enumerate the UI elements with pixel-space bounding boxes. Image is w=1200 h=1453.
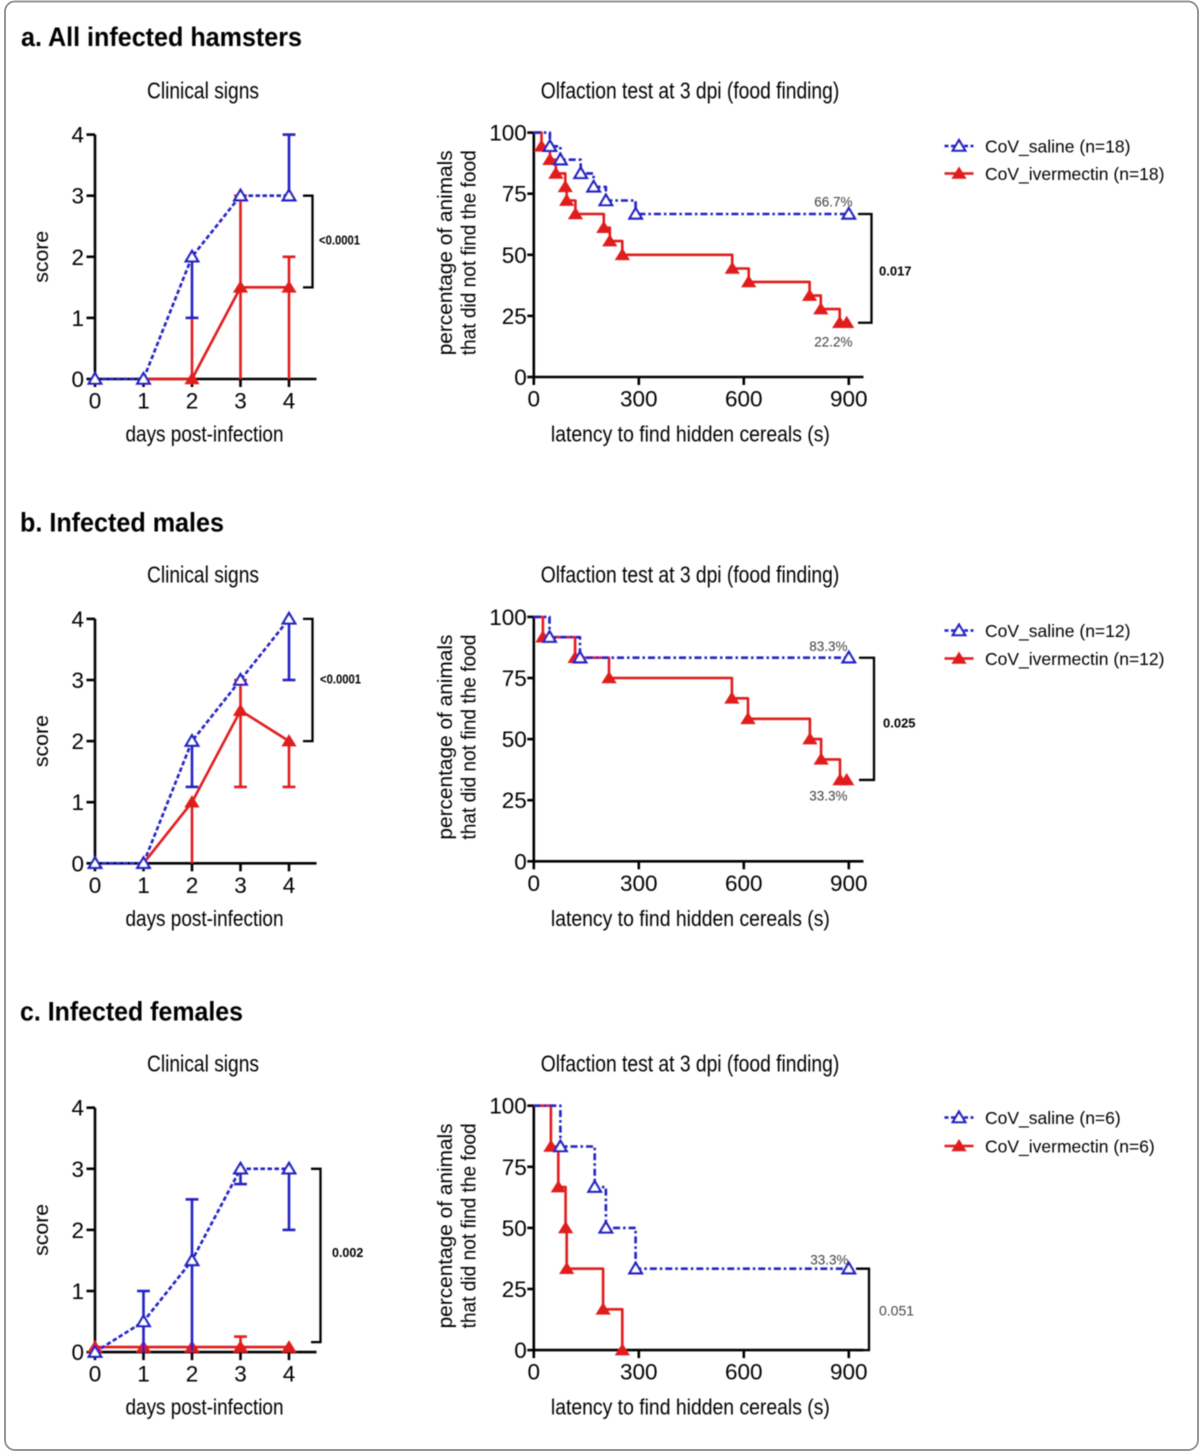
svg-text:that did not find the food: that did not find the food [459,635,481,840]
svg-text:Olfaction test at 3 dpi (food: Olfaction test at 3 dpi (food finding) [541,562,840,588]
svg-text:25: 25 [502,788,527,813]
svg-text:4: 4 [71,1096,84,1121]
svg-text:2: 2 [71,1218,84,1243]
svg-text:1: 1 [71,1279,84,1304]
svg-text:percentage of animals: percentage of animals [435,635,457,840]
svg-text:4: 4 [71,123,84,148]
svg-text:3: 3 [234,873,247,898]
svg-text:600: 600 [725,1360,763,1385]
svg-text:b. Infected males: b. Infected males [20,508,224,538]
svg-text:3: 3 [71,184,84,209]
svg-text:1: 1 [71,306,84,331]
svg-text:2: 2 [71,729,84,754]
svg-text:0: 0 [71,851,84,876]
svg-text:4: 4 [283,389,296,414]
svg-text:100: 100 [489,605,527,630]
svg-text:50: 50 [502,243,527,268]
svg-text:CoV_ivermectin (n=18): CoV_ivermectin (n=18) [985,164,1164,185]
svg-text:latency to find hidden cereals: latency to find hidden cereals (s) [551,422,830,447]
svg-text:0: 0 [89,1362,102,1387]
svg-text:c. Infected females: c. Infected females [20,997,243,1027]
svg-text:score: score [31,1204,53,1256]
svg-text:4: 4 [283,873,296,898]
svg-text:Olfaction test at 3 dpi (food: Olfaction test at 3 dpi (food finding) [541,77,840,103]
svg-text:50: 50 [502,727,527,752]
svg-text:CoV_saline (n=6): CoV_saline (n=6) [985,1108,1121,1129]
svg-text:66.7%: 66.7% [814,195,852,210]
svg-text:2: 2 [186,1362,199,1387]
svg-text:CoV_saline (n=18): CoV_saline (n=18) [985,137,1130,158]
svg-text:1: 1 [137,389,150,414]
svg-text:2: 2 [186,873,199,898]
svg-text:4: 4 [71,607,84,632]
svg-text:score: score [31,715,53,767]
svg-text:0: 0 [528,387,541,412]
svg-text:0.002: 0.002 [332,1246,363,1260]
svg-text:0: 0 [89,389,102,414]
svg-text:900: 900 [830,871,868,896]
svg-text:CoV_ivermectin (n=12): CoV_ivermectin (n=12) [985,649,1164,670]
svg-text:days post-infection: days post-infection [126,1395,284,1420]
svg-text:CoV_ivermectin (n=6): CoV_ivermectin (n=6) [985,1137,1155,1158]
svg-text:<0.0001: <0.0001 [319,234,360,248]
svg-text:600: 600 [725,387,763,412]
svg-text:0: 0 [528,1360,541,1385]
svg-text:days post-infection: days post-infection [126,906,284,931]
svg-text:75: 75 [502,182,527,207]
svg-text:25: 25 [502,304,527,329]
svg-text:0: 0 [514,365,527,390]
svg-text:300: 300 [620,871,658,896]
svg-text:percentage of animals: percentage of animals [435,150,457,355]
svg-text:3: 3 [234,389,247,414]
svg-text:score: score [31,231,53,283]
svg-text:0.025: 0.025 [883,716,916,731]
svg-text:Olfaction test at 3 dpi (food: Olfaction test at 3 dpi (food finding) [541,1050,840,1076]
svg-text:100: 100 [489,1094,527,1119]
svg-text:33.3%: 33.3% [809,789,847,804]
svg-text:1: 1 [137,1362,150,1387]
svg-text:Clinical signs: Clinical signs [147,1050,259,1076]
svg-text:75: 75 [502,1155,527,1180]
svg-text:25: 25 [502,1277,527,1302]
svg-text:83.3%: 83.3% [809,639,847,654]
svg-text:2: 2 [186,389,199,414]
svg-text:300: 300 [620,387,658,412]
svg-text:33.3%: 33.3% [810,1253,848,1268]
svg-text:0: 0 [71,367,84,392]
svg-text:2: 2 [71,245,84,270]
svg-text:latency to find hidden cereals: latency to find hidden cereals (s) [551,906,830,931]
svg-text:300: 300 [620,1360,658,1385]
svg-text:0: 0 [514,1338,527,1363]
svg-text:that did not find the food: that did not find the food [459,1123,481,1328]
svg-text:<0.0001: <0.0001 [320,673,361,687]
svg-text:900: 900 [830,1360,868,1385]
svg-text:900: 900 [830,387,868,412]
svg-text:600: 600 [725,871,763,896]
svg-text:3: 3 [234,1362,247,1387]
svg-text:4: 4 [283,1362,296,1387]
svg-text:1: 1 [137,873,150,898]
svg-text:22.2%: 22.2% [814,335,852,350]
svg-text:a. All infected hamsters: a. All infected hamsters [21,22,302,52]
svg-text:0: 0 [71,1340,84,1365]
svg-text:0: 0 [514,849,527,874]
svg-text:0.017: 0.017 [879,264,912,279]
svg-text:0: 0 [89,873,102,898]
svg-text:0: 0 [528,871,541,896]
svg-text:50: 50 [502,1216,527,1241]
svg-text:Clinical signs: Clinical signs [147,562,259,588]
svg-text:1: 1 [71,790,84,815]
svg-text:75: 75 [502,666,527,691]
svg-text:3: 3 [71,1157,84,1182]
svg-text:3: 3 [71,668,84,693]
svg-text:that did not find the food: that did not find the food [459,150,481,355]
svg-text:CoV_saline (n=12): CoV_saline (n=12) [985,621,1130,642]
svg-text:0.051: 0.051 [879,1303,914,1319]
svg-text:days post-infection: days post-infection [126,422,284,447]
svg-text:100: 100 [489,121,527,146]
svg-text:percentage of animals: percentage of animals [435,1123,457,1328]
svg-text:Clinical signs: Clinical signs [147,77,259,103]
svg-text:latency to find hidden cereals: latency to find hidden cereals (s) [551,1395,830,1420]
